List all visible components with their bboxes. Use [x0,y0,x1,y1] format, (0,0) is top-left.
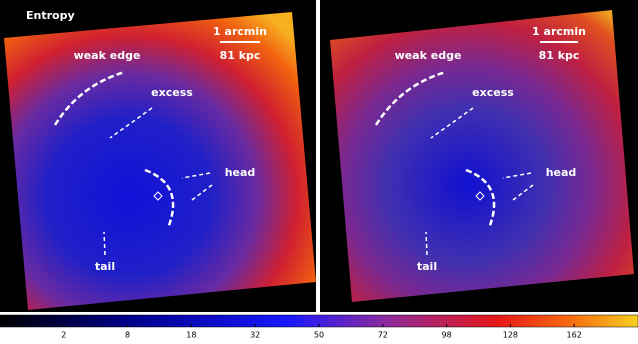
colorbar-ticks: 2 8 18 32 50 72 98 128 162 [61,324,582,340]
tick-label: 8 [125,331,130,340]
arrow [430,107,474,139]
annotation: excess [472,86,514,99]
tick-label: 32 [250,331,260,340]
panel-title: Entropy [26,9,75,22]
annotation: excess [151,86,193,99]
scale-label: 1 arcmin [213,25,267,38]
annotation: head [225,166,256,179]
entropy-map [330,10,634,302]
edge-arc [53,70,126,126]
tick-label: 50 [314,331,324,340]
arrow [103,172,213,256]
annotation: weak edge [74,49,141,62]
arrow [425,172,534,256]
scale-label: 81 kpc [220,49,261,62]
tick-label: 98 [442,331,452,340]
scale-label: 81 kpc [539,49,580,62]
tick-label: 162 [567,331,582,340]
tick-label: 128 [503,331,518,340]
marker [153,191,163,201]
entropy-map [4,12,316,310]
annotation: tail [417,260,437,273]
edge-arc [465,168,496,229]
annotation: tail [95,260,115,273]
marker [475,191,485,201]
arrow [109,107,153,139]
annotation: weak edge [395,49,462,62]
tick-label: 2 [61,331,66,340]
tick-label: 72 [378,331,388,340]
edge-arc [144,168,175,229]
edge-arc [374,70,447,126]
tick-label: 18 [186,331,196,340]
annotation: head [546,166,577,179]
scale-label: 1 arcmin [532,25,586,38]
